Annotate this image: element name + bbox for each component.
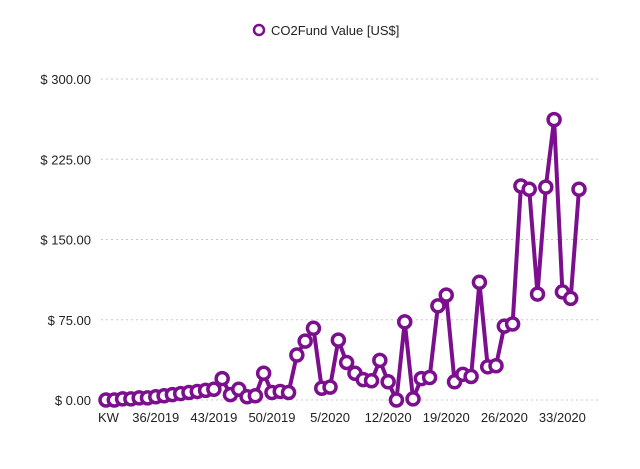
- data-point: [396, 314, 413, 330]
- x-tick-label: 26/2020: [481, 410, 528, 425]
- data-point: [289, 347, 305, 363]
- legend-marker: [252, 23, 266, 37]
- data-point: [214, 370, 230, 387]
- x-tick-label: 36/2019: [132, 410, 179, 425]
- data-point: [430, 298, 446, 314]
- data-point: [538, 179, 554, 195]
- data-point: [562, 290, 579, 307]
- x-tick-label: 50/2019: [248, 410, 295, 425]
- data-point: [405, 391, 421, 407]
- x-tick-label: 19/2020: [423, 410, 470, 425]
- data-point: [463, 368, 479, 385]
- y-tick-label: $ 150.00: [40, 233, 91, 248]
- series-layer: [98, 111, 587, 408]
- y-tick-label: $ 300.00: [40, 72, 91, 87]
- data-point: [206, 381, 222, 398]
- data-point: [255, 365, 272, 381]
- data-point: [388, 392, 405, 408]
- x-tick-label: KW: [98, 410, 120, 425]
- grid: [101, 78, 600, 401]
- data-point: [372, 352, 388, 369]
- data-point: [529, 286, 546, 302]
- data-point: [330, 332, 347, 348]
- data-point: [521, 181, 537, 197]
- data-point: [504, 316, 521, 332]
- data-point: [305, 320, 322, 337]
- data-point: [297, 333, 313, 349]
- x-tick-label: 33/2020: [539, 410, 586, 425]
- data-point: [488, 358, 504, 374]
- data-point: [363, 372, 380, 389]
- data-point: [546, 111, 562, 128]
- legend: CO2Fund Value [US$]: [252, 23, 399, 38]
- data-point: [247, 387, 264, 404]
- y-tick-label: $ 0.00: [55, 393, 91, 408]
- data-point: [571, 181, 587, 197]
- data-point: [421, 369, 438, 386]
- x-tick-label: 5/2020: [310, 410, 350, 425]
- y-tick-label: $ 225.00: [40, 152, 91, 167]
- data-point: [280, 384, 297, 401]
- data-point: [471, 274, 488, 291]
- y-axis: $ 0.00 $ 75.00 $ 150.00 $ 225.00 $ 300.00: [40, 72, 91, 408]
- data-point: [338, 354, 355, 371]
- x-tick-label: 43/2019: [190, 410, 237, 425]
- data-point: [322, 379, 338, 395]
- y-tick-label: $ 75.00: [48, 313, 91, 328]
- data-point: [438, 287, 454, 303]
- legend-label: CO2Fund Value [US$]: [271, 23, 399, 38]
- data-point: [380, 374, 396, 390]
- x-axis: KW 36/2019 43/2019 50/2019 5/2020 12/2020 19/2…: [98, 410, 586, 425]
- x-tick-label: 12/2020: [365, 410, 412, 425]
